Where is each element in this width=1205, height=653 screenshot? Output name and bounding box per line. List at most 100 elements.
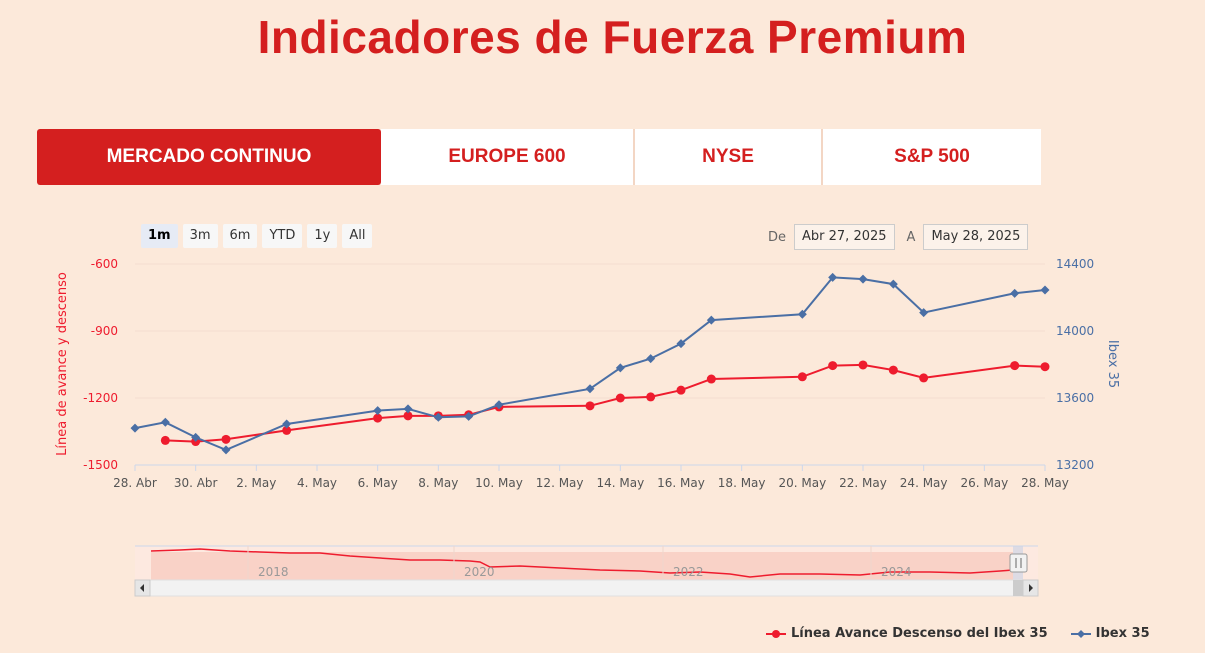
data-point[interactable] bbox=[403, 404, 413, 414]
legend-item-red[interactable]: Línea Avance Descenso del Ibex 35 bbox=[765, 626, 1048, 641]
x-tick-label: 10. May bbox=[475, 476, 523, 490]
series-area bbox=[130, 272, 1050, 455]
data-point[interactable] bbox=[646, 392, 656, 402]
data-point[interactable] bbox=[585, 401, 595, 411]
navigator-year-label: 2018 bbox=[258, 565, 289, 579]
data-point[interactable] bbox=[1010, 361, 1020, 371]
data-point[interactable] bbox=[130, 423, 140, 433]
date-range-inputs: De Abr 27, 2025 A May 28, 2025 bbox=[768, 224, 1029, 250]
data-point[interactable] bbox=[160, 435, 170, 445]
left-axis-ticks: -600 -900 -1200 -1500 bbox=[83, 257, 118, 472]
right-axis-ticks: 14400 14000 13600 13200 bbox=[1056, 257, 1094, 472]
tab-mercado-continuo[interactable]: MERCADO CONTINUO bbox=[37, 129, 381, 185]
data-point[interactable] bbox=[1040, 362, 1050, 372]
data-point[interactable] bbox=[676, 339, 686, 349]
data-point[interactable] bbox=[919, 308, 929, 318]
scrollbar-thumb[interactable] bbox=[1013, 580, 1023, 596]
data-point[interactable] bbox=[828, 361, 838, 371]
right-tick-label: 13200 bbox=[1056, 458, 1094, 472]
x-tick-label: 14. May bbox=[596, 476, 644, 490]
x-tick-label: 24. May bbox=[900, 476, 948, 490]
data-point[interactable] bbox=[706, 315, 716, 325]
x-tick-label: 16. May bbox=[657, 476, 705, 490]
data-point[interactable] bbox=[615, 363, 625, 373]
data-point[interactable] bbox=[282, 419, 292, 429]
zoom-1y-button[interactable]: 1y bbox=[307, 224, 338, 248]
data-point[interactable] bbox=[797, 309, 807, 319]
data-point[interactable] bbox=[282, 425, 292, 435]
legend-blue-symbol-icon bbox=[1070, 629, 1091, 638]
zoom-ytd-button[interactable]: YTD bbox=[262, 224, 303, 248]
zoom-all-button[interactable]: All bbox=[342, 224, 373, 248]
range-selector-buttons: 1m 3m 6m YTD 1y All bbox=[141, 224, 373, 248]
data-point[interactable] bbox=[221, 434, 231, 444]
zoom-3m-button[interactable]: 3m bbox=[182, 224, 218, 248]
data-point[interactable] bbox=[160, 417, 170, 427]
tab-europe-600[interactable]: EUROPE 600 bbox=[381, 129, 635, 185]
data-point[interactable] bbox=[373, 413, 383, 423]
navigator-line bbox=[150, 548, 1014, 578]
x-tick-label: 30. Abr bbox=[174, 476, 218, 490]
left-tick-label: -1200 bbox=[83, 391, 118, 405]
legend-red-label: Línea Avance Descenso del Ibex 35 bbox=[791, 626, 1048, 641]
x-axis-ticks: 28. Abr 30. Abr 2. May 4. May 6. May 8. May 10… bbox=[113, 465, 1069, 490]
data-point[interactable] bbox=[646, 354, 656, 364]
legend: Línea Avance Descenso del Ibex 35 Ibex 3… bbox=[765, 626, 1150, 641]
scroll-left-arrow-icon bbox=[140, 584, 144, 592]
series-ibex-35 bbox=[130, 272, 1050, 455]
from-date-input[interactable]: Abr 27, 2025 bbox=[794, 224, 895, 250]
data-point[interactable] bbox=[1040, 285, 1050, 295]
series-line bbox=[134, 276, 1046, 451]
x-tick-label: 26. May bbox=[960, 476, 1008, 490]
zoom-1m-button[interactable]: 1m bbox=[141, 224, 178, 248]
navigator: 2018 2020 2022 2024 bbox=[134, 545, 1039, 597]
market-tabs: MERCADO CONTINUO EUROPE 600 NYSE S&P 500 bbox=[37, 129, 1041, 185]
tab-nyse[interactable]: NYSE bbox=[635, 129, 823, 185]
data-point[interactable] bbox=[797, 372, 807, 382]
navigator-fill bbox=[151, 552, 1013, 580]
legend-red-symbol-icon bbox=[766, 629, 786, 638]
legend-item-blue[interactable]: Ibex 35 bbox=[1070, 626, 1150, 641]
to-date-input[interactable]: May 28, 2025 bbox=[923, 224, 1029, 250]
data-point[interactable] bbox=[191, 432, 201, 442]
x-tick-label: 28. May bbox=[1021, 476, 1069, 490]
data-point[interactable] bbox=[373, 406, 383, 416]
x-tick-label: 12. May bbox=[536, 476, 584, 490]
zoom-6m-button[interactable]: 6m bbox=[222, 224, 258, 248]
data-point[interactable] bbox=[828, 272, 838, 282]
data-point[interactable] bbox=[858, 274, 868, 284]
data-point[interactable] bbox=[615, 393, 625, 403]
left-tick-label: -900 bbox=[91, 324, 118, 338]
x-tick-label: 18. May bbox=[718, 476, 766, 490]
data-point[interactable] bbox=[888, 365, 898, 375]
page-title: Indicadores de Fuerza Premium bbox=[257, 11, 968, 63]
data-point[interactable] bbox=[464, 411, 474, 421]
data-point[interactable] bbox=[676, 385, 686, 395]
left-axis-title: Línea de avance y descenso bbox=[55, 272, 70, 456]
data-point[interactable] bbox=[585, 384, 595, 394]
data-point[interactable] bbox=[919, 373, 929, 383]
data-point[interactable] bbox=[706, 374, 716, 384]
series-avance-descenso bbox=[160, 360, 1050, 447]
navigator-handle[interactable] bbox=[1009, 553, 1028, 573]
grid-lines bbox=[135, 263, 1045, 399]
x-tick-label: 28. Abr bbox=[113, 476, 157, 490]
x-tick-label: 2. May bbox=[236, 476, 276, 490]
data-point[interactable] bbox=[403, 411, 413, 421]
left-tick-label: -1500 bbox=[83, 458, 118, 472]
data-point[interactable] bbox=[858, 360, 868, 370]
data-point[interactable] bbox=[888, 279, 898, 289]
x-tick-label: 8. May bbox=[418, 476, 458, 490]
from-label: De bbox=[768, 229, 787, 245]
data-point[interactable] bbox=[1010, 288, 1020, 298]
chart: -600-900-1200-1500 14400140001360013200 … bbox=[55, 257, 1120, 597]
data-point[interactable] bbox=[221, 445, 231, 455]
x-tick-label: 6. May bbox=[358, 476, 398, 490]
tab-sp-500[interactable]: S&P 500 bbox=[823, 129, 1041, 185]
scroll-right-arrow-icon bbox=[1029, 584, 1033, 592]
scrollbar-track[interactable] bbox=[134, 579, 1039, 597]
data-point[interactable] bbox=[494, 400, 504, 410]
data-point[interactable] bbox=[433, 412, 443, 422]
x-tick-label: 22. May bbox=[839, 476, 887, 490]
navigator-year-label: 2020 bbox=[464, 565, 495, 579]
